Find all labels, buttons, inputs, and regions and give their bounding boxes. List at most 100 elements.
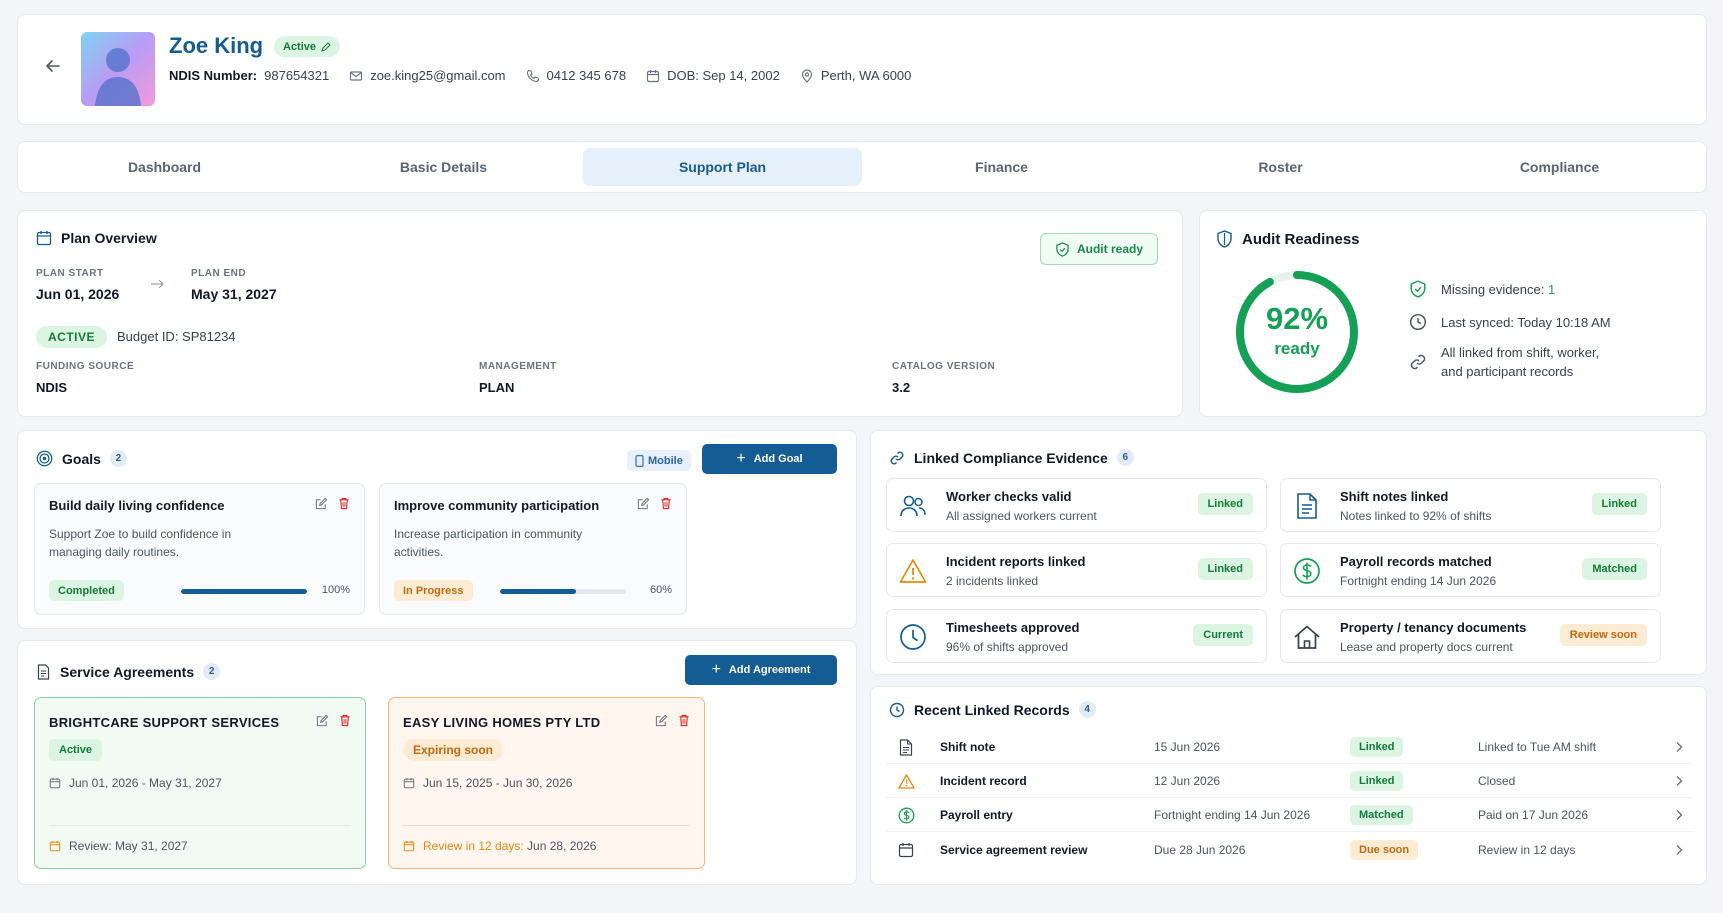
- evidence-item[interactable]: Worker checks valid All assigned workers…: [886, 478, 1267, 532]
- chevron-right-icon[interactable]: [1665, 741, 1693, 753]
- evidence-status-badge: Linked: [1591, 493, 1647, 515]
- agreement-title: EASY LIVING HOMES PTY LTD: [403, 715, 601, 730]
- email: zoe.king25@gmail.com: [349, 68, 506, 83]
- edit-icon[interactable]: [637, 497, 650, 510]
- chevron-right-icon[interactable]: [1665, 809, 1693, 821]
- ndis-value: 987654321: [264, 68, 330, 83]
- calendar-review-icon: [49, 840, 61, 852]
- tab-roster[interactable]: Roster: [1258, 159, 1303, 175]
- chevron-right-icon[interactable]: [1665, 844, 1693, 856]
- goal-title: Improve community participation: [394, 498, 600, 513]
- evidence-subtitle: Lease and property docs current: [1340, 640, 1513, 654]
- shield-icon: [1216, 230, 1233, 248]
- agreement-status-badge: Expiring soon: [403, 739, 504, 761]
- mobile-badge: Mobile: [627, 450, 691, 471]
- evidence-item[interactable]: Incident reports linked 2 incidents link…: [886, 543, 1267, 597]
- agreement-review-date: Jun 28, 2026: [523, 839, 597, 853]
- trash-icon[interactable]: [678, 714, 690, 727]
- status-badge[interactable]: Active: [274, 36, 341, 57]
- record-name: Payroll entry: [940, 808, 1013, 822]
- evidence-title-text: Incident reports linked: [946, 554, 1086, 569]
- goal-description: Support Zoe to build confidence in manag…: [49, 527, 232, 559]
- linked-records-row: All linked from shift, worker, and partic…: [1409, 343, 1599, 381]
- record-row[interactable]: Incident record 12 Jun 2026 Linked Close…: [886, 765, 1693, 798]
- edit-icon[interactable]: [655, 714, 668, 727]
- last-synced-text: Last synced: Today 10:18 AM: [1441, 315, 1611, 330]
- calendar-icon: [646, 69, 660, 83]
- mobile-label: Mobile: [648, 454, 683, 467]
- tab-basic-details[interactable]: Basic Details: [399, 159, 488, 175]
- location-pin-icon: [800, 68, 814, 83]
- goal-progress-bar: [500, 589, 626, 594]
- goal-progress-bar: [181, 589, 307, 594]
- shield-check-icon: [1055, 241, 1070, 257]
- agreement-review-prefix: Review in 12 days:: [423, 839, 524, 853]
- funding-source-value: NDIS: [36, 380, 68, 395]
- clock-icon: [1409, 313, 1427, 331]
- agreement-dates: Jun 15, 2025 - Jun 30, 2026: [403, 776, 572, 790]
- audit-ready-button[interactable]: Audit ready: [1040, 233, 1158, 265]
- record-date: 15 Jun 2026: [1154, 740, 1221, 754]
- service-agreements-title: Service Agreements 2: [36, 663, 221, 680]
- document-icon: [36, 663, 51, 680]
- goal-card[interactable]: Build daily living confidence Support Zo…: [34, 483, 365, 615]
- goal-actions: [637, 497, 672, 510]
- record-name: Shift note: [940, 740, 996, 754]
- trash-icon[interactable]: [339, 714, 351, 727]
- trash-icon[interactable]: [338, 497, 350, 510]
- edit-icon[interactable]: [315, 497, 328, 510]
- edit-icon[interactable]: [316, 714, 329, 727]
- add-agreement-label: Add Agreement: [728, 664, 811, 676]
- tab-dashboard[interactable]: Dashboard: [127, 159, 202, 175]
- record-date: Fortnight ending 14 Jun 2026: [1154, 808, 1311, 822]
- chevron-right-icon[interactable]: [1665, 775, 1693, 787]
- agreement-card[interactable]: EASY LIVING HOMES PTY LTD Expiring soon …: [388, 697, 705, 869]
- dollar-icon: [1293, 557, 1321, 585]
- calendar-icon: [403, 777, 415, 789]
- tab-compliance[interactable]: Compliance: [1519, 159, 1600, 175]
- management-value: PLAN: [479, 380, 515, 395]
- audit-readiness-heading: Audit Readiness: [1242, 230, 1360, 248]
- record-note: Review in 12 days: [1478, 842, 1576, 857]
- plan-status-badge: ACTIVE: [36, 326, 108, 348]
- tab-support-plan[interactable]: Support Plan: [583, 148, 862, 186]
- agreement-card[interactable]: BRIGHTCARE SUPPORT SERVICES Active Jun 0…: [34, 697, 366, 869]
- record-status-badge: Matched: [1350, 805, 1413, 825]
- trash-icon[interactable]: [660, 497, 672, 510]
- evidence-item[interactable]: Shift notes linked Notes linked to 92% o…: [1280, 478, 1661, 532]
- evidence-subtitle: Notes linked to 92% of shifts: [1340, 509, 1492, 523]
- evidence-status-badge: Linked: [1197, 493, 1253, 515]
- records-count: 4: [1078, 701, 1096, 718]
- phone-icon: [526, 69, 540, 83]
- record-row[interactable]: Shift note 15 Jun 2026 Linked Linked to …: [886, 731, 1693, 764]
- management-label: MANAGEMENT: [479, 361, 557, 372]
- home-icon: [1293, 623, 1321, 651]
- goal-progress-fill: [500, 589, 576, 594]
- goals-title: Goals 2: [36, 450, 127, 467]
- phone-value: 0412 345 678: [546, 68, 627, 83]
- goal-title: Build daily living confidence: [49, 498, 225, 513]
- goal-card[interactable]: Improve community participation Increase…: [379, 483, 687, 615]
- add-goal-button[interactable]: + Add Goal: [702, 444, 837, 474]
- dob: DOB: Sep 14, 2002: [646, 68, 780, 83]
- record-note: Paid on 17 Jun 2026: [1478, 808, 1589, 822]
- agreement-date-range: Jun 01, 2026 - May 31, 2027: [69, 776, 222, 790]
- main-tabs: Dashboard Basic Details Support Plan Fin…: [17, 141, 1707, 193]
- linked-line-1: All linked from shift, worker,: [1441, 345, 1600, 360]
- clock-icon: [889, 702, 905, 718]
- evidence-item[interactable]: Timesheets approved 96% of shifts approv…: [886, 609, 1267, 663]
- records-title: Recent Linked Records 4: [889, 701, 1096, 718]
- record-row[interactable]: Payroll entry Fortnight ending 14 Jun 20…: [886, 799, 1693, 832]
- audit-ready-label: Audit ready: [1076, 242, 1143, 256]
- add-agreement-button[interactable]: + Add Agreement: [685, 655, 837, 685]
- link-icon: [889, 450, 905, 466]
- evidence-item[interactable]: Payroll records matched Fortnight ending…: [1280, 543, 1661, 597]
- target-icon: [36, 450, 53, 467]
- evidence-item[interactable]: Property / tenancy documents Lease and p…: [1280, 609, 1661, 663]
- goal-progress-percent: 60%: [649, 584, 672, 596]
- tab-finance[interactable]: Finance: [975, 159, 1028, 175]
- record-row[interactable]: Service agreement review Due 28 Jun 2026…: [886, 833, 1693, 866]
- missing-evidence-value: 1: [1547, 282, 1556, 297]
- document-icon: [896, 738, 916, 756]
- back-arrow-icon[interactable]: [42, 55, 64, 77]
